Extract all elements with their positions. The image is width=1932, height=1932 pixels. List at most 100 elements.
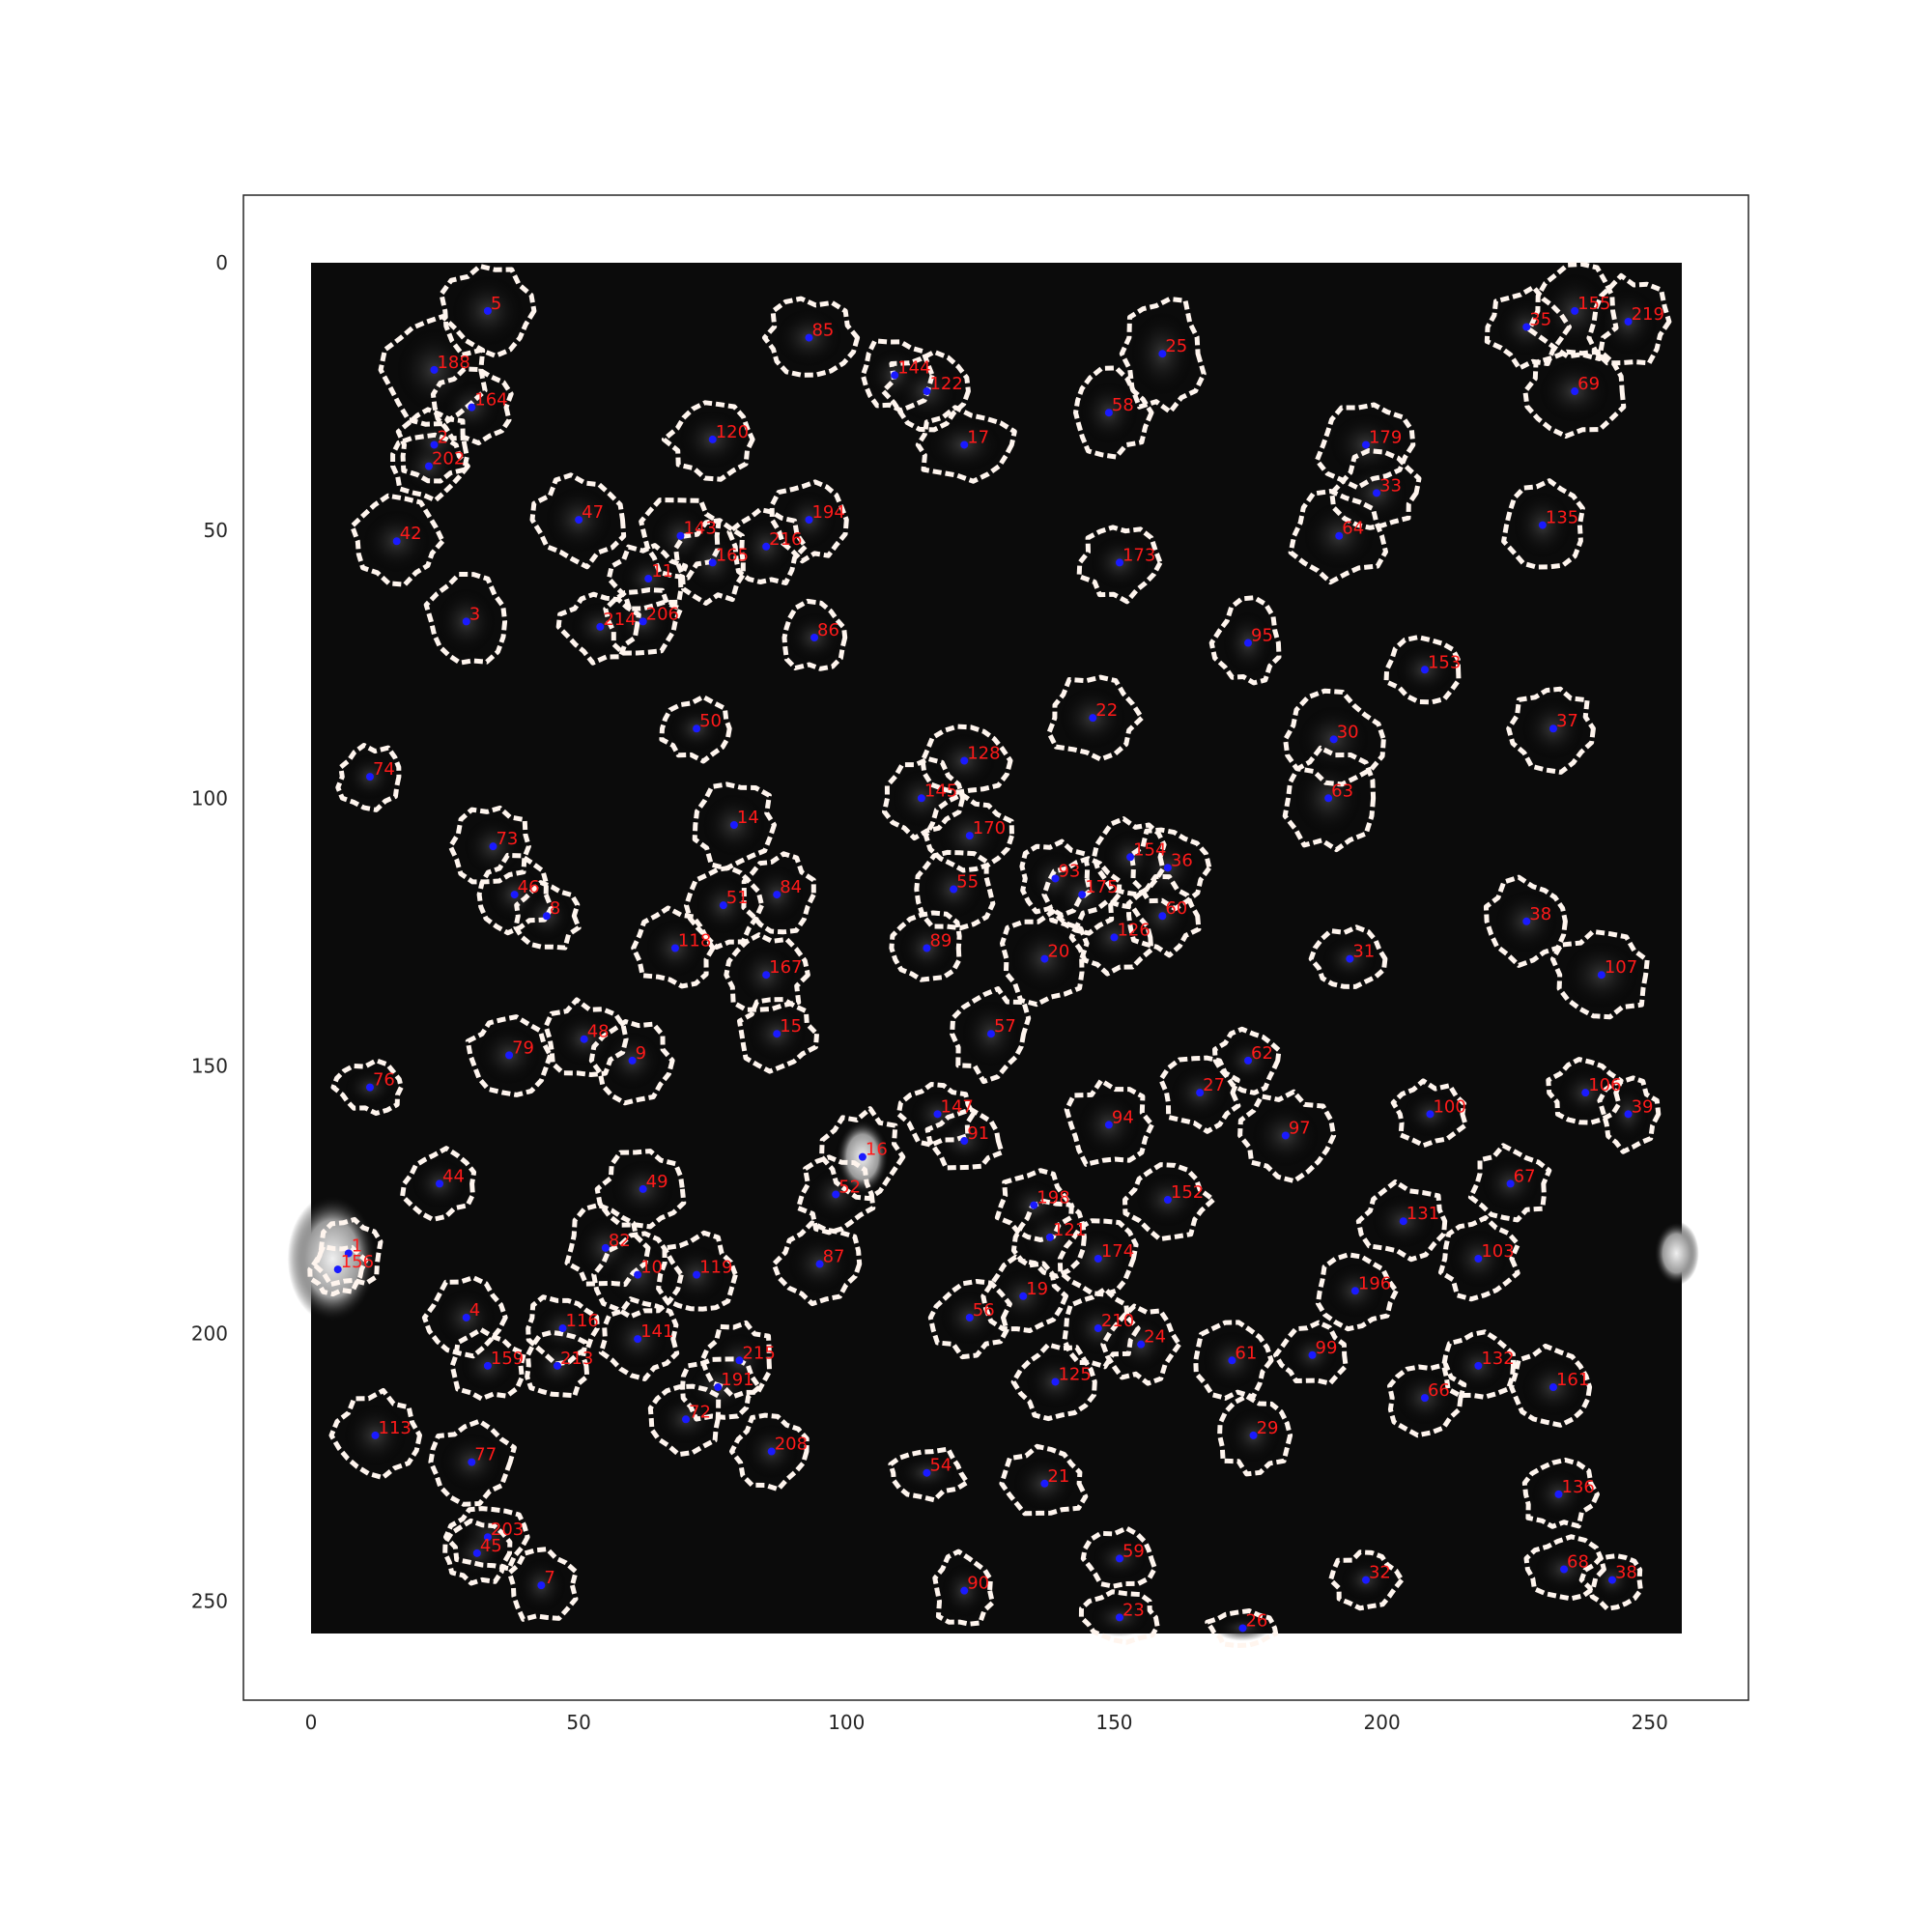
- roi-label: 126: [1117, 920, 1150, 940]
- roi-label: 22: [1095, 700, 1118, 721]
- roi-centroid: [553, 1361, 561, 1370]
- roi-label: 11: [651, 561, 673, 582]
- roi-label: 46: [518, 877, 540, 897]
- roi-label: 219: [1632, 304, 1664, 325]
- roi-centroid: [1350, 1287, 1359, 1295]
- roi-label: 154: [1133, 839, 1166, 860]
- roi-centroid: [1196, 1089, 1205, 1097]
- roi-outline: [1125, 874, 1202, 958]
- roi-centroid: [639, 1184, 647, 1193]
- roi-label: 8: [550, 898, 560, 919]
- roi-outline: [1010, 1342, 1097, 1422]
- roi-centroid: [1040, 1479, 1049, 1488]
- x-tick-label: 0: [305, 1711, 318, 1734]
- roi-outline: [729, 1412, 810, 1492]
- roi-label: 51: [726, 888, 749, 908]
- roi-label: 121: [1053, 1220, 1086, 1240]
- roi-outline: [923, 791, 1014, 873]
- roi-centroid: [1522, 917, 1531, 925]
- roi-label: 35: [1529, 310, 1551, 330]
- roi-label: 208: [775, 1435, 808, 1455]
- roi-centroid: [1030, 1201, 1038, 1209]
- roi-centroid: [923, 944, 931, 952]
- roi-centroid: [891, 371, 899, 380]
- roi-outline: [647, 1383, 722, 1458]
- roi-outline: [1288, 489, 1388, 585]
- roi-outline: [564, 1203, 651, 1288]
- roi-label: 103: [1481, 1241, 1514, 1262]
- roi-centroid: [1607, 1576, 1616, 1584]
- roi-centroid: [762, 542, 771, 551]
- roi-outline: [312, 1216, 384, 1288]
- roi-centroid: [1522, 323, 1531, 331]
- roi-centroid: [714, 1383, 723, 1392]
- roi-centroid: [773, 1030, 781, 1038]
- roi-label: 165: [716, 545, 749, 565]
- roi-label: 213: [560, 1349, 593, 1369]
- roi-label: 49: [646, 1172, 668, 1192]
- roi-centroid: [1104, 1121, 1113, 1129]
- roi-label: 64: [1342, 519, 1364, 539]
- roi-label: 194: [811, 502, 844, 523]
- roi-outline: [1000, 909, 1090, 1008]
- roi-label: 116: [566, 1311, 599, 1331]
- roi-centroid: [483, 1533, 492, 1542]
- roi-outline: [1586, 272, 1672, 366]
- roi-label: 106: [1588, 1075, 1621, 1095]
- roi-outline: [513, 880, 582, 951]
- roi-label: 67: [1514, 1166, 1536, 1186]
- roi-centroid: [1040, 954, 1049, 963]
- roi-outline: [888, 1446, 970, 1503]
- roi-centroid: [1329, 735, 1338, 744]
- roi-label: 15: [780, 1016, 802, 1037]
- roi-centroid: [1137, 1340, 1146, 1349]
- roi-label: 27: [1203, 1075, 1225, 1095]
- roi-label: 170: [973, 818, 1006, 838]
- roi-centroid: [1361, 1576, 1370, 1584]
- roi-centroid: [960, 1137, 969, 1146]
- roi-centroid: [965, 1313, 974, 1321]
- roi-centroid: [558, 1324, 567, 1333]
- roi-centroid: [1335, 531, 1344, 540]
- roi-centroid: [634, 1335, 642, 1344]
- roi-label: 84: [780, 877, 802, 897]
- x-tick-label: 150: [1095, 1711, 1132, 1734]
- roi-centroid: [1560, 1565, 1569, 1574]
- roi-centroid: [773, 891, 781, 899]
- x-tick-label: 200: [1364, 1711, 1401, 1734]
- roi-outline: [1100, 1303, 1182, 1386]
- roi-centroid: [489, 842, 497, 851]
- roi-label: 216: [769, 529, 802, 550]
- roi-centroid: [986, 1030, 995, 1038]
- roi-centroid: [735, 1356, 744, 1365]
- roi-centroid: [1324, 794, 1333, 803]
- roi-label: 20: [1047, 942, 1069, 962]
- roi-outline: [307, 1244, 369, 1297]
- roi-label: 74: [373, 759, 395, 780]
- roi-outline: [1483, 874, 1568, 968]
- roi-label: 206: [646, 604, 679, 624]
- roi-label: 173: [1122, 545, 1155, 565]
- roi-outline: [1441, 1329, 1516, 1400]
- y-tick-label: 0: [215, 251, 228, 274]
- roi-centroid: [1051, 874, 1060, 883]
- roi-label: 26: [1245, 1610, 1267, 1631]
- roi-label: 152: [1171, 1182, 1204, 1203]
- roi-outline: [1158, 1055, 1241, 1134]
- roi-label: 147: [941, 1096, 974, 1117]
- roi-centroid: [693, 724, 701, 733]
- roi-label: 17: [967, 427, 989, 447]
- roi-outline: [423, 572, 508, 666]
- roi-centroid: [832, 1190, 840, 1199]
- roi-centroid: [670, 944, 679, 952]
- roi-centroid: [1163, 864, 1172, 872]
- roi-label: 136: [1562, 1477, 1595, 1497]
- roi-centroid: [468, 1458, 476, 1466]
- roi-outline: [591, 1231, 684, 1320]
- roi-centroid: [1571, 306, 1579, 315]
- x-tick-label: 250: [1632, 1711, 1668, 1734]
- roi-centroid: [805, 333, 813, 342]
- roi-label: 9: [636, 1043, 646, 1064]
- y-tick-label: 250: [191, 1590, 228, 1613]
